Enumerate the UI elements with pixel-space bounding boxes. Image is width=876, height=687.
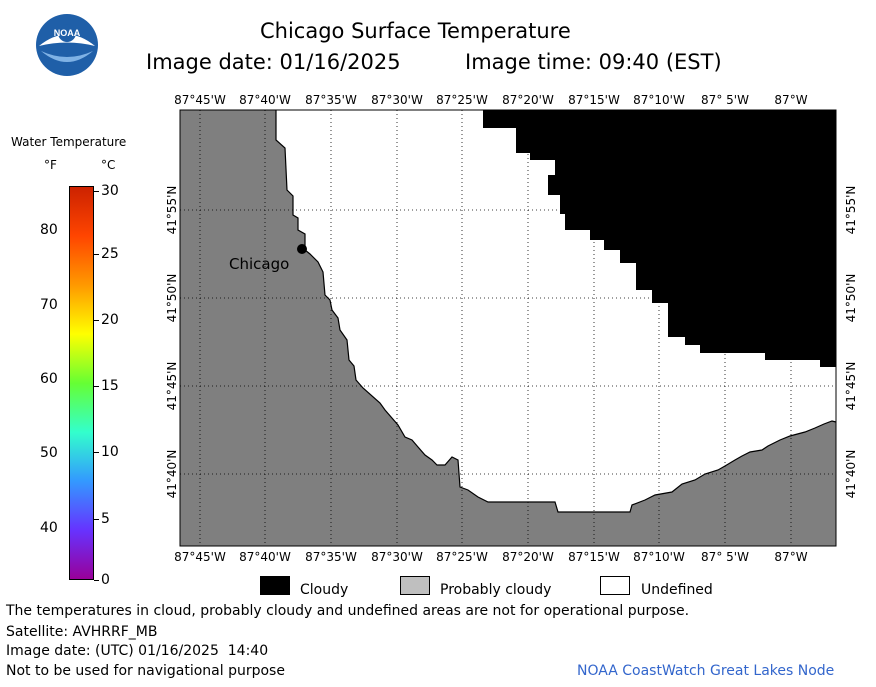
longitude-label: 87°30'W [371,550,423,564]
colorbar-tick-mark [94,580,99,581]
longitude-label: 87°40'W [239,93,291,107]
longitude-label: 87°W [774,93,807,107]
utc-date-text: Image date: (UTC) 01/16/2025 14:40 [6,643,269,659]
cloud-area [483,110,836,367]
colorbar-tick-mark [94,191,99,192]
shoreline [275,110,837,513]
latitude-label: 41°50'N [844,274,858,323]
colorbar-title: Water Temperature [11,135,127,149]
colorbar-tick-mark [94,254,99,255]
colorbar-f-tick: 50 [40,445,58,461]
colorbar-tick-mark [94,386,99,387]
land-area [180,110,836,546]
colorbar-tick-mark [94,320,99,321]
latitude-labels-right: 41°55'N 41°50'N 41°45'N 41°40'N [844,186,858,499]
navigation-warning: Not to be used for navigational purpose [6,663,285,679]
city-label-chicago: Chicago [229,255,289,273]
longitude-label: 87°30'W [371,93,423,107]
colorbar [69,186,94,580]
colorbar-tick-mark [94,452,99,453]
image-time: Image time: 09:40 (EST) [465,50,722,74]
longitude-label: 87°15'W [568,550,620,564]
legend-swatch-cloudy [260,576,290,595]
legend-swatch-undefined [600,576,630,595]
longitude-label: 87°20'W [502,550,554,564]
longitude-label: 87°W [774,550,807,564]
colorbar-unit-c: °C [101,158,116,172]
colorbar-tick-mark [94,519,99,520]
longitude-labels-bottom: 87°45'W 87°40'W 87°35'W 87°30'W 87°25'W 87°20… [174,550,808,564]
image-date: Image date: 01/16/2025 [146,50,401,74]
latitude-label: 41°55'N [844,186,858,235]
longitude-label: 87°35'W [305,93,357,107]
colorbar-c-tick: 30 [101,183,119,199]
longitude-label: 87° 5'W [701,550,749,564]
latitude-label: 41°40'N [844,450,858,499]
satellite-text: Satellite: AVHRRF_MB [6,624,158,640]
latitude-label: 41°55'N [165,186,179,235]
noaa-logo: NOAA [35,13,99,77]
latitude-labels-left: 41°55'N 41°50'N 41°45'N 41°40'N [165,186,179,499]
colorbar-f-tick: 70 [40,297,58,313]
colorbar-c-tick: 10 [101,444,119,460]
legend-label-undefined: Undefined [641,582,713,598]
latitude-label: 41°40'N [165,450,179,499]
legend-label-cloudy: Cloudy [300,582,349,598]
longitude-labels-top: 87°45'W 87°40'W 87°35'W 87°30'W 87°25'W 87°20… [174,93,808,107]
page-title: Chicago Surface Temperature [260,19,571,43]
latitude-label: 41°50'N [165,274,179,323]
map-frame [179,109,837,547]
colorbar-c-tick: 0 [101,572,110,588]
longitude-label: 87°45'W [174,550,226,564]
colorbar-f-tick: 80 [40,222,58,238]
longitude-label: 87°25'W [436,550,488,564]
longitude-label: 87°35'W [305,550,357,564]
colorbar-c-tick: 25 [101,246,119,262]
colorbar-c-tick: 5 [101,511,110,527]
colorbar-f-tick: 60 [40,371,58,387]
colorbar-c-tick: 20 [101,312,119,328]
colorbar-c-tick: 15 [101,378,119,394]
longitude-label: 87°10'W [633,93,685,107]
longitude-label: 87°45'W [174,93,226,107]
latitude-label: 41°45'N [844,362,858,411]
longitude-label: 87°10'W [633,550,685,564]
colorbar-unit-f: °F [44,158,57,172]
noaa-logo-text: NOAA [54,28,81,38]
legend-label-probably-cloudy: Probably cloudy [440,582,552,598]
disclaimer-text: The temperatures in cloud, probably clou… [6,603,690,619]
legend-swatch-probably-cloudy [400,576,430,595]
graticule [180,110,836,546]
longitude-label: 87° 5'W [701,93,749,107]
credit-link[interactable]: NOAA CoastWatch Great Lakes Node [577,663,835,679]
latitude-label: 41°45'N [165,362,179,411]
longitude-label: 87°20'W [502,93,554,107]
noaa-bird-icon: NOAA [36,14,98,76]
longitude-label: 87°15'W [568,93,620,107]
chicago-marker [297,244,307,254]
colorbar-f-tick: 40 [40,520,58,536]
longitude-label: 87°40'W [239,550,291,564]
longitude-label: 87°25'W [436,93,488,107]
